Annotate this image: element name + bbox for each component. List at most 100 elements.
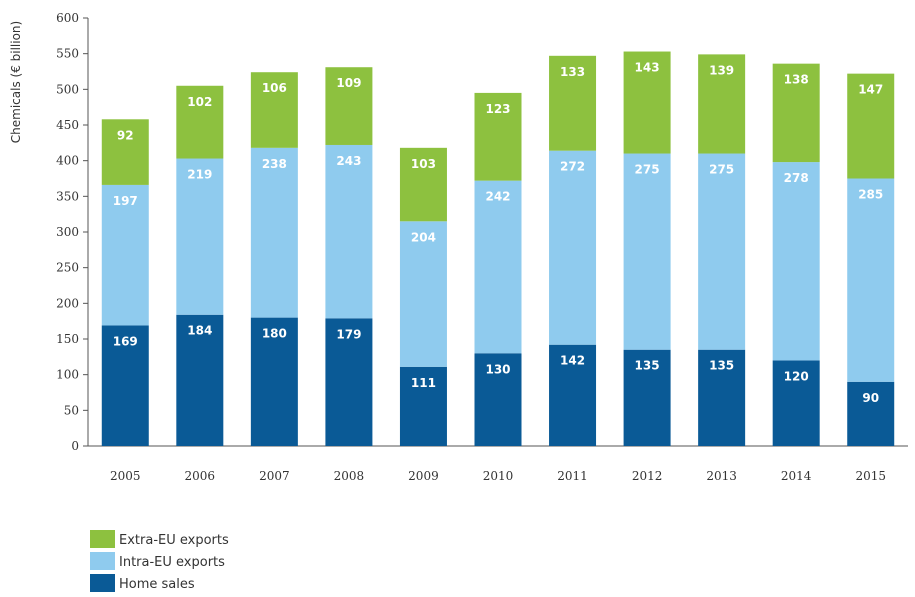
bar-segment-intra-eu-exports-2007 — [250, 147, 298, 318]
bar-value-label: 275 — [709, 163, 734, 177]
y-tick-label: 600 — [56, 11, 79, 25]
x-tick-label: 2005 — [110, 469, 141, 483]
legend-swatch — [90, 552, 115, 570]
bar-segment-home-sales-2005 — [101, 325, 149, 446]
bars: 169 197 92 184 219 102 180 238 106 179 243 109 111 20… — [101, 51, 895, 446]
bar-segment-intra-eu-exports-2005 — [101, 184, 149, 326]
bar-segment-extra-eu-exports-2011 — [549, 55, 597, 151]
x-axis-ticks: 2005 2006 2007 2008 2009 2010 2011 2012 2013 2014… — [110, 469, 886, 483]
bar-segment-intra-eu-exports-2006 — [176, 158, 224, 315]
bar-segment-intra-eu-exports-2010 — [474, 180, 522, 354]
bar-segment-intra-eu-exports-2013 — [698, 153, 746, 350]
bar-value-label: 204 — [411, 230, 436, 244]
y-tick-label: 50 — [64, 403, 79, 417]
bar-value-label: 106 — [262, 81, 287, 95]
bar-segment-home-sales-2012 — [623, 349, 671, 446]
bar-segment-intra-eu-exports-2012 — [623, 153, 671, 350]
bar-segment-home-sales-2007 — [250, 317, 298, 446]
bar-value-label: 130 — [485, 362, 510, 376]
x-tick-label: 2008 — [334, 469, 365, 483]
y-tick-label: 150 — [56, 332, 79, 346]
legend-swatch — [90, 574, 115, 592]
legend-label: Intra-EU exports — [119, 555, 225, 570]
bar-segment-extra-eu-exports-2005 — [101, 119, 149, 185]
bar-value-label: 123 — [485, 102, 510, 116]
bar-segment-extra-eu-exports-2006 — [176, 85, 224, 159]
bar-segment-extra-eu-exports-2015 — [847, 73, 895, 179]
bar-value-label: 120 — [784, 369, 809, 383]
bar-value-label: 92 — [117, 128, 134, 142]
bar-value-label: 147 — [858, 83, 883, 97]
bar-segment-home-sales-2014 — [772, 360, 820, 446]
bar-segment-extra-eu-exports-2014 — [772, 63, 820, 163]
bar-segment-home-sales-2013 — [698, 349, 746, 446]
legend-label: Home sales — [119, 577, 195, 592]
bar-value-label: 238 — [262, 157, 287, 171]
bar-value-label: 219 — [187, 168, 212, 182]
bar-segment-extra-eu-exports-2010 — [474, 92, 522, 181]
bar-value-label: 272 — [560, 160, 585, 174]
bar-segment-intra-eu-exports-2015 — [847, 178, 895, 382]
bar-segment-extra-eu-exports-2012 — [623, 51, 671, 154]
bar-value-label: 109 — [336, 76, 361, 90]
x-tick-label: 2015 — [855, 469, 886, 483]
bar-value-label: 139 — [709, 63, 734, 77]
legend-swatch — [90, 530, 115, 548]
x-tick-label: 2013 — [706, 469, 737, 483]
bar-segment-extra-eu-exports-2008 — [325, 67, 373, 145]
bar-segment-home-sales-2015 — [847, 381, 895, 446]
bar-value-label: 102 — [187, 95, 212, 109]
bar-value-label: 180 — [262, 327, 287, 341]
legend: Extra-EU exports Intra-EU exports Home sal… — [90, 530, 229, 592]
legend-label: Extra-EU exports — [119, 533, 229, 548]
x-tick-label: 2011 — [557, 469, 588, 483]
y-tick-label: 550 — [56, 47, 79, 61]
bar-segment-home-sales-2008 — [325, 318, 373, 446]
bar-value-label: 138 — [784, 73, 809, 87]
bar-segment-extra-eu-exports-2007 — [250, 72, 298, 148]
y-tick-label: 250 — [56, 261, 79, 275]
y-tick-label: 500 — [56, 82, 79, 96]
bar-value-label: 142 — [560, 354, 585, 368]
bar-value-label: 278 — [784, 171, 809, 185]
bar-value-label: 90 — [862, 391, 879, 405]
bar-value-label: 135 — [635, 359, 660, 373]
bar-value-label: 285 — [858, 188, 883, 202]
x-tick-label: 2010 — [483, 469, 514, 483]
y-axis-label: Chemicals (€ billion) — [9, 21, 23, 143]
bar-value-label: 275 — [635, 163, 660, 177]
bar-value-label: 169 — [113, 334, 138, 348]
bar-segment-intra-eu-exports-2014 — [772, 162, 820, 361]
y-tick-label: 450 — [56, 118, 79, 132]
bar-value-label: 179 — [336, 327, 361, 341]
x-tick-label: 2007 — [259, 469, 290, 483]
bar-value-label: 143 — [635, 61, 660, 75]
bar-segment-extra-eu-exports-2013 — [698, 54, 746, 154]
bar-segment-intra-eu-exports-2008 — [325, 144, 373, 319]
bar-value-label: 133 — [560, 65, 585, 79]
bar-segment-home-sales-2009 — [399, 366, 447, 446]
y-tick-label: 200 — [56, 296, 79, 310]
y-tick-label: 300 — [56, 225, 79, 239]
bar-segment-extra-eu-exports-2009 — [399, 147, 447, 222]
bar-value-label: 242 — [485, 190, 510, 204]
y-tick-label: 350 — [56, 189, 79, 203]
bar-value-label: 184 — [187, 324, 212, 338]
x-tick-label: 2009 — [408, 469, 439, 483]
x-tick-label: 2012 — [632, 469, 663, 483]
axes: 0 50 100 150 200 250 300 350 400 450 500 550 600 — [56, 11, 908, 453]
bar-segment-home-sales-2006 — [176, 314, 224, 446]
bar-segment-home-sales-2010 — [474, 353, 522, 446]
y-tick-label: 400 — [56, 154, 79, 168]
y-tick-label: 100 — [56, 368, 79, 382]
bar-value-label: 243 — [336, 154, 361, 168]
bar-segment-intra-eu-exports-2009 — [399, 221, 447, 367]
bar-value-label: 111 — [411, 376, 436, 390]
x-tick-label: 2014 — [781, 469, 812, 483]
x-tick-label: 2006 — [185, 469, 216, 483]
bar-segment-home-sales-2011 — [549, 344, 597, 446]
y-tick-label: 0 — [71, 439, 79, 453]
bar-value-label: 135 — [709, 359, 734, 373]
bar-value-label: 103 — [411, 157, 436, 171]
